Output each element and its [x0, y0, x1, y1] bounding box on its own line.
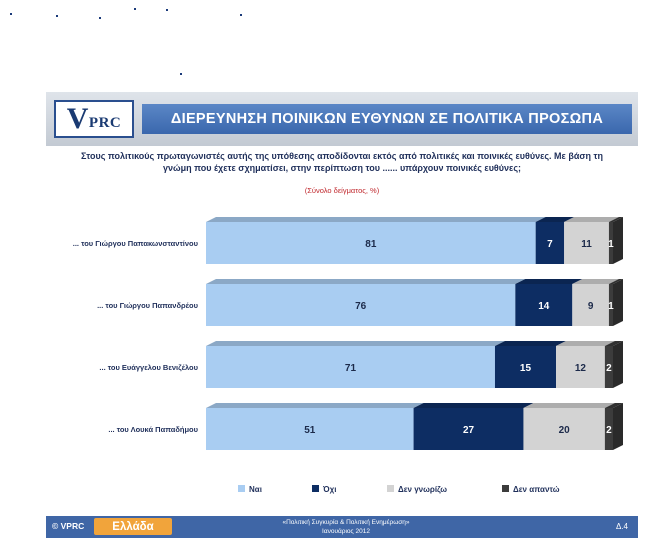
ellada-logo: Ελλάδα	[94, 518, 172, 535]
bar-segment	[608, 222, 613, 264]
legend-label: Δεν γνωρίζω	[398, 485, 447, 494]
category-label: ... του Γιώργου Παπακωνσταντίνου	[73, 239, 199, 248]
bar-top-face	[206, 279, 526, 284]
bar-top-face	[572, 279, 619, 284]
slide-title: ΔΙΕΡΕΥΝΗΣΗ ΠΟΙΝΙΚΩΝ ΕΥΘΥΝΩΝ ΣΕ ΠΟΛΙΤΙΚΑ …	[142, 104, 632, 134]
category-label: ... του Λουκά Παπαδήμου	[108, 425, 198, 434]
legend-swatch	[387, 485, 394, 492]
bar-row: ... του Γιώργου Παπακωνσταντίνου 81 7 11 1	[73, 217, 623, 264]
page-number: Δ.4	[615, 522, 628, 531]
survey-question: Στους πολιτικούς πρωταγωνιστές αυτής της…	[46, 150, 638, 174]
question-line-1: Στους πολιτικούς πρωταγωνιστές αυτής της…	[80, 151, 604, 161]
bar-top-face	[413, 403, 534, 408]
data-label: 51	[304, 425, 316, 436]
bar-top-face	[494, 341, 567, 346]
bar-segment	[556, 346, 605, 388]
bar-segment	[206, 408, 414, 450]
slide-header: V PRC ΔΙΕΡΕΥΝΗΣΗ ΠΟΙΝΙΚΩΝ ΕΥΘΥΝΩΝ ΣΕ ΠΟΛΙ…	[46, 92, 638, 146]
bar-top-face	[206, 341, 505, 346]
bar-top-face	[564, 217, 619, 222]
category-label: ... του Ευάγγελου Βενιζέλου	[99, 363, 198, 372]
data-label: 9	[588, 301, 594, 312]
slide: V PRC ΔΙΕΡΕΥΝΗΣΗ ΠΟΙΝΙΚΩΝ ΕΥΘΥΝΩΝ ΣΕ ΠΟΛΙ…	[46, 92, 638, 538]
footer-caption-line-2: Ιανουάριος 2012	[322, 528, 370, 535]
question-line-2: γνώμη που έχετε σχηματίσει, στην περίπτω…	[163, 163, 521, 173]
bar-segment	[604, 408, 613, 450]
bar-side-face	[613, 279, 623, 326]
footer-caption-line-1: «Πολιτική Συγκυρία & Πολιτική Ενημέρωση»	[282, 519, 410, 526]
footer-caption: «Πολιτική Συγκυρία & Πολιτική Ενημέρωση»…	[226, 518, 466, 536]
chart-legend: Ναι Όχι Δεν γνωρίζω Δεν απαντώ	[238, 485, 560, 494]
data-label: 12	[575, 363, 587, 374]
bar-segment	[523, 408, 605, 450]
bar-segment	[572, 284, 609, 326]
bar-segment	[413, 408, 524, 450]
bar-side-face	[613, 217, 623, 264]
bar-top-face	[556, 341, 615, 346]
data-label: 76	[355, 301, 367, 312]
stacked-bar-chart: ... του Γιώργου Παπακωνσταντίνου 81 7 11 1..…	[73, 217, 623, 494]
footer-copyright: © VPRC	[52, 521, 85, 531]
data-label: 81	[365, 239, 377, 250]
legend-swatch	[502, 485, 509, 492]
sample-note: (Σύνολο δείγματος, %)	[304, 186, 380, 195]
data-label: 71	[345, 363, 357, 374]
bar-top-face	[206, 217, 546, 222]
data-label: 15	[520, 363, 532, 374]
bar-top-face	[206, 403, 424, 408]
bar-row: ... του Ευάγγελου Βενιζέλου 71 15 12 2	[99, 341, 623, 388]
bar-top-face	[515, 279, 583, 284]
logo-letters-prc: PRC	[88, 114, 122, 131]
bar-top-face	[523, 403, 615, 408]
legend-label: Δεν απαντώ	[513, 485, 560, 494]
bar-row: ... του Γιώργου Παπανδρέου 76 14 9 1	[97, 279, 623, 326]
bar-top-face	[604, 403, 623, 408]
legend-label: Ναι	[249, 485, 262, 494]
bar-segment	[608, 284, 613, 326]
bar-segment	[564, 222, 609, 264]
data-label: 20	[559, 425, 571, 436]
bar-row: ... του Λουκά Παπαδήμου 51 27 20 2	[108, 403, 623, 450]
data-label: 1	[608, 301, 614, 312]
data-label: 11	[581, 239, 592, 250]
data-label: 1	[608, 239, 614, 250]
bar-segment	[515, 284, 573, 326]
bar-top-face	[535, 217, 575, 222]
bar-segment	[494, 346, 557, 388]
slide-footer: © VPRC Ελλάδα «Πολιτική Συγκυρία & Πολιτ…	[46, 516, 638, 538]
data-label: 27	[463, 425, 475, 436]
legend-swatch	[312, 485, 319, 492]
bar-segment	[604, 346, 613, 388]
bar-segment	[535, 222, 565, 264]
bar-segment	[206, 222, 536, 264]
data-label: 2	[606, 363, 612, 374]
category-label: ... του Γιώργου Παπανδρέου	[97, 301, 199, 310]
bar-side-face	[613, 403, 623, 450]
bar-top-face	[608, 279, 623, 284]
vprc-logo: V PRC	[54, 100, 134, 138]
data-label: 2	[606, 425, 612, 436]
legend-swatch	[238, 485, 245, 492]
bar-side-face	[613, 341, 623, 388]
bar-top-face	[608, 217, 623, 222]
bar-top-face	[604, 341, 623, 346]
bar-segment	[206, 284, 516, 326]
bar-segment	[206, 346, 495, 388]
logo-letter-v: V	[66, 102, 89, 135]
data-label: 14	[538, 301, 550, 312]
legend-label: Όχι	[322, 485, 336, 494]
data-label: 7	[547, 239, 553, 250]
